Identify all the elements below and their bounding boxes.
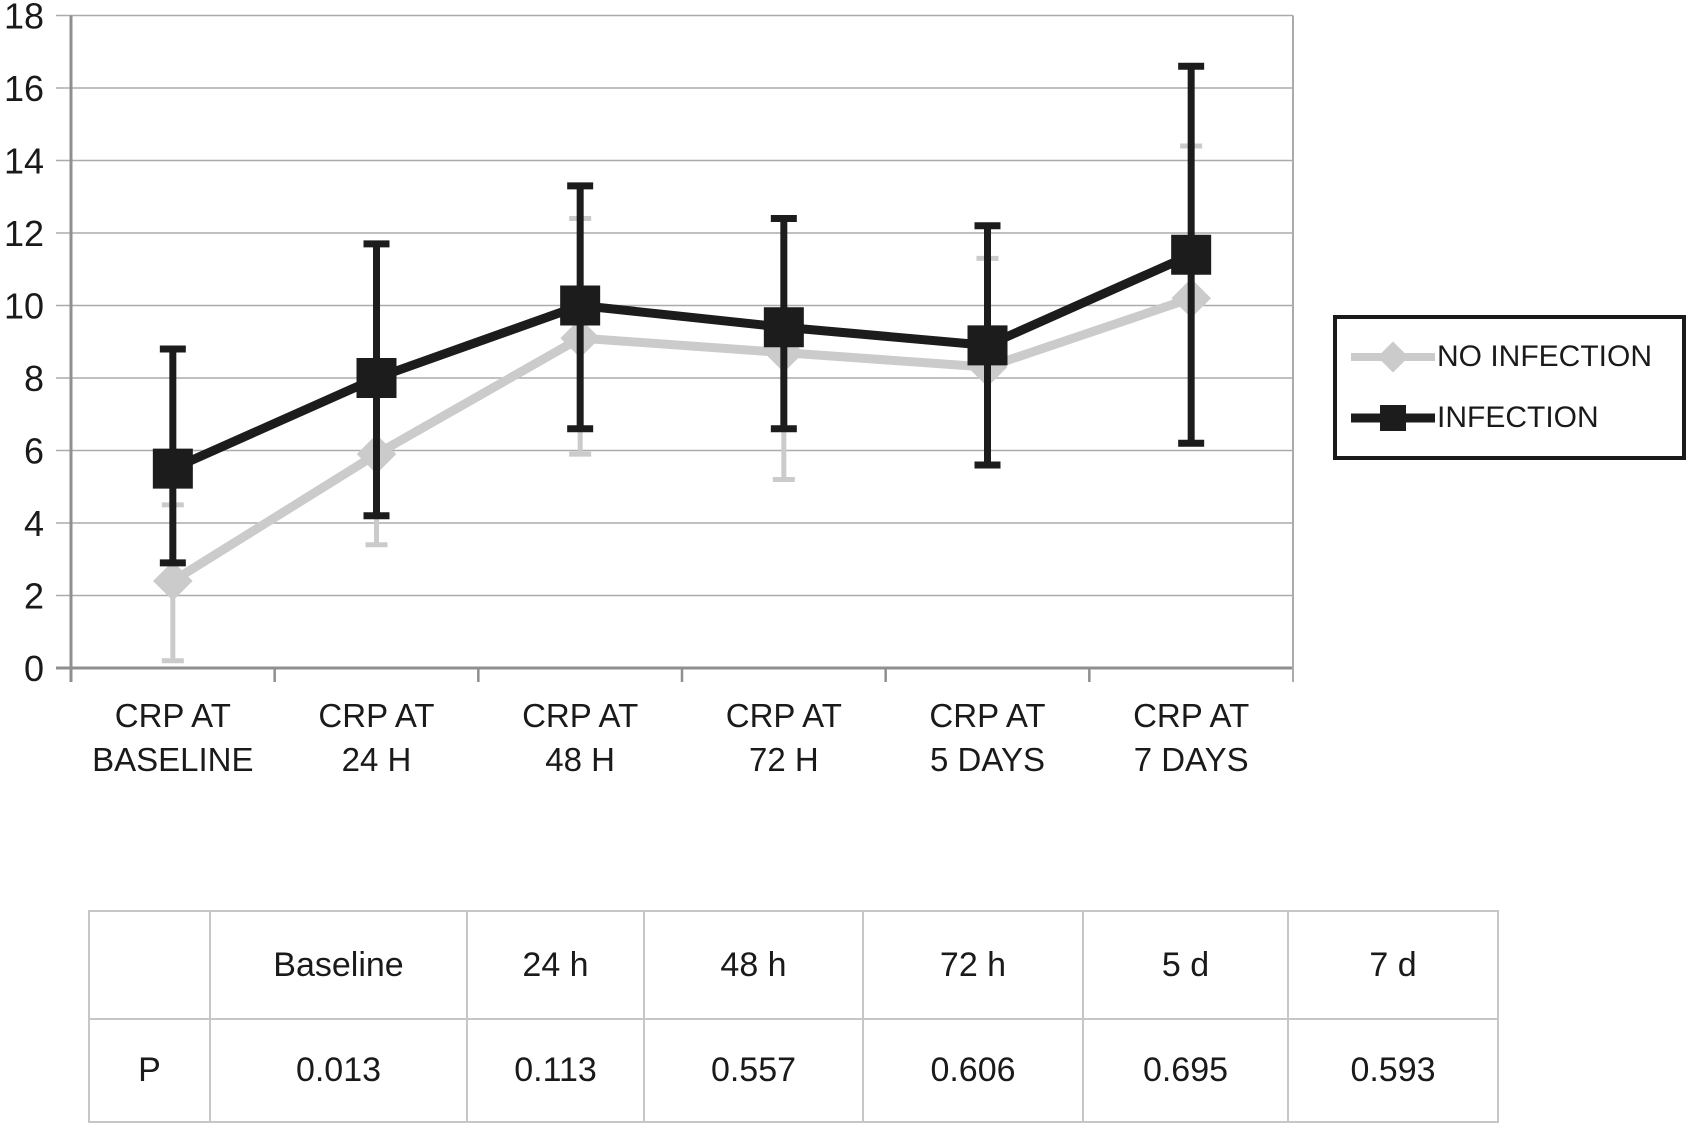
y-tick-label: 2 <box>24 576 44 617</box>
y-tick-label: 14 <box>4 141 44 182</box>
series-line-no-infection <box>170 293 1193 585</box>
crp-line-chart: 0 2 4 6 8 10 12 14 16 18 CRP AT BASELINE CRP AT 24 H C… <box>4 0 1294 778</box>
p-value-cell: 0.593 <box>1287 1018 1499 1123</box>
legend-square-marker-icon <box>1351 404 1435 431</box>
square-marker <box>1171 234 1212 275</box>
x-category-label-line1: CRP AT <box>1133 697 1249 734</box>
table-header-cell: 24 h <box>466 910 645 1020</box>
legend-entry-infection: INFECTION <box>1349 396 1682 440</box>
x-category-label-line2: BASELINE <box>92 741 253 778</box>
x-category-label-line1: CRP AT <box>726 697 842 734</box>
y-tick-label: 0 <box>24 648 44 689</box>
table-header-cell: 48 h <box>643 910 864 1020</box>
legend-label: NO INFECTION <box>1437 340 1652 374</box>
chart-legend: NO INFECTION INFECTION <box>1333 315 1686 460</box>
p-value-cell: 0.557 <box>643 1018 864 1123</box>
p-value-cell: 0.695 <box>1082 1018 1289 1123</box>
y-tick-label: 4 <box>24 503 44 544</box>
y-tick-label: 6 <box>24 431 44 472</box>
table-row: P 0.013 0.113 0.557 0.606 0.695 0.593 <box>88 1018 1499 1123</box>
square-marker <box>763 307 804 348</box>
square-marker <box>967 325 1008 366</box>
y-tick-label: 18 <box>4 0 44 37</box>
legend-diamond-marker-icon <box>1351 341 1435 373</box>
x-category-label-line2: 7 DAYS <box>1134 741 1249 778</box>
x-category-label-line2: 48 H <box>545 741 615 778</box>
diamond-marker <box>153 561 193 601</box>
y-tick-label: 10 <box>4 286 44 327</box>
table-row-label: P <box>88 1018 211 1123</box>
y-tick-label: 16 <box>4 68 44 109</box>
p-value-cell: 0.113 <box>466 1018 645 1123</box>
x-category-label-line1: CRP AT <box>318 697 434 734</box>
x-category-label-line2: 72 H <box>749 741 819 778</box>
square-marker <box>356 358 397 398</box>
x-category-label-line1: CRP AT <box>115 697 231 734</box>
series-line-infection <box>171 250 1193 473</box>
square-marker <box>152 448 193 489</box>
table-header-cell: 7 d <box>1287 910 1499 1020</box>
y-tick-label: 12 <box>4 213 44 254</box>
table-corner-cell <box>88 910 211 1020</box>
x-category-label-line1: CRP AT <box>522 697 638 734</box>
x-category-label-line2: 5 DAYS <box>930 741 1045 778</box>
y-tick-label: 8 <box>24 358 44 399</box>
table-header-cell: Baseline <box>209 910 468 1020</box>
table-header-cell: 72 h <box>862 910 1084 1020</box>
table-header-cell: 5 d <box>1082 910 1289 1020</box>
p-value-cell: 0.013 <box>209 1018 468 1123</box>
x-category-label-line1: CRP AT <box>929 697 1045 734</box>
square-marker <box>560 285 601 326</box>
legend-label: INFECTION <box>1437 400 1599 434</box>
legend-entry-no-infection: NO INFECTION <box>1349 335 1682 379</box>
x-category-label-line2: 24 H <box>342 741 412 778</box>
p-value-cell: 0.606 <box>862 1018 1084 1123</box>
